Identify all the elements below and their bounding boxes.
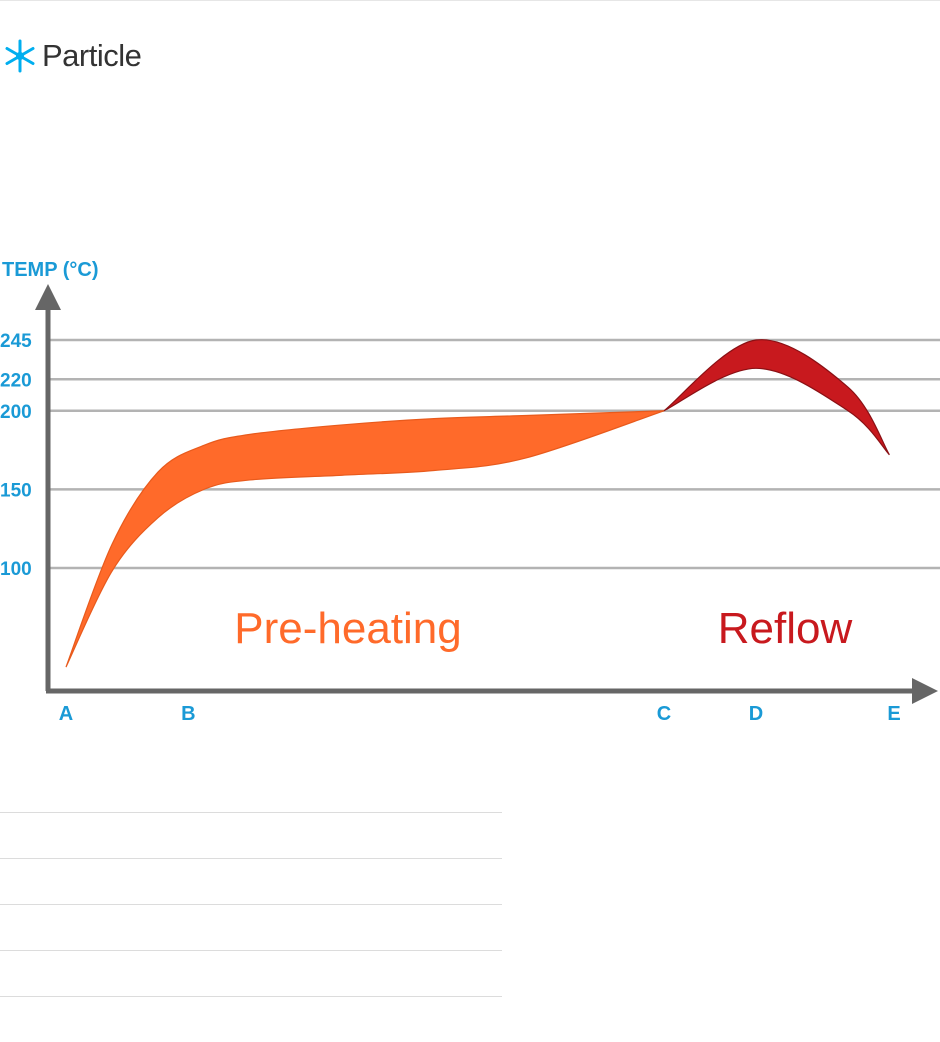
logo-text: Particle	[42, 38, 142, 73]
y-tick-label: 245	[0, 331, 32, 352]
x-tick-label: C	[657, 703, 671, 725]
x-tick-label: B	[181, 703, 195, 725]
y-tick-label: 200	[0, 402, 32, 423]
reflow-profile-chart: 100 150 200 220 245 TEMP (°C) A B C D E Pre-heating…	[0, 259, 940, 725]
y-axis-label: TEMP (°C)	[2, 259, 99, 281]
bottom-rule	[0, 904, 502, 905]
annotation-reflow: Reflow	[718, 604, 853, 653]
y-tick-label: 220	[0, 370, 32, 391]
bottom-rule	[0, 812, 502, 813]
particle-logo[interactable]: Particle	[2, 36, 142, 76]
y-axis-arrow	[35, 284, 61, 310]
x-tick-label: A	[59, 703, 73, 725]
bottom-rules	[0, 812, 502, 1042]
y-tick-label: 100	[0, 559, 32, 580]
particle-star-icon	[5, 39, 35, 73]
top-divider	[0, 0, 940, 1]
x-axis-arrow	[912, 678, 938, 704]
x-tick-label: D	[749, 703, 763, 725]
annotation-pre-heating: Pre-heating	[234, 604, 461, 653]
x-tick-label: E	[887, 703, 900, 725]
bottom-rule	[0, 858, 502, 859]
bottom-rule	[0, 950, 502, 951]
y-tick-label: 150	[0, 480, 32, 501]
series-band-reflow	[663, 339, 890, 456]
